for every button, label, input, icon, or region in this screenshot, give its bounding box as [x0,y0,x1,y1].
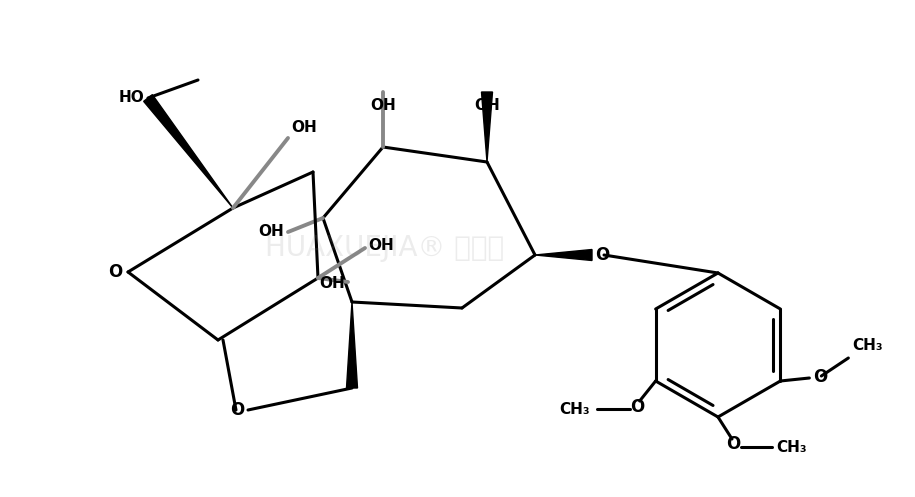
Text: HUAXUEJIA® 化学加: HUAXUEJIA® 化学加 [264,235,504,262]
Text: HO: HO [118,90,144,105]
Text: OH: OH [371,98,396,113]
Polygon shape [347,302,358,388]
Polygon shape [535,249,592,260]
Text: CH₃: CH₃ [776,439,807,454]
Text: OH: OH [368,239,393,253]
Polygon shape [481,92,492,162]
Text: O: O [108,263,122,281]
Text: O: O [813,368,827,386]
Text: O: O [595,246,609,264]
Text: OH: OH [474,98,500,113]
Text: O: O [630,398,645,416]
Text: OH: OH [258,225,284,240]
Text: CH₃: CH₃ [559,402,589,416]
Text: OH: OH [291,120,317,135]
Text: O: O [230,401,244,419]
Text: OH: OH [319,276,345,292]
Text: CH₃: CH₃ [853,338,883,353]
Text: O: O [726,435,740,453]
Polygon shape [144,94,233,208]
